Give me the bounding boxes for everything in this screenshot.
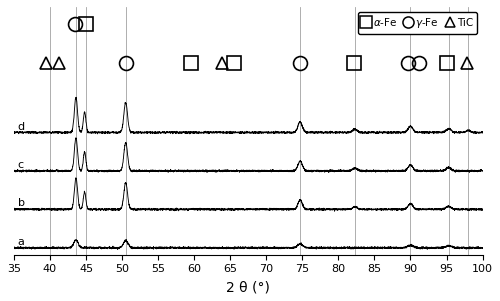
Text: d: d bbox=[18, 122, 24, 132]
Legend: $\alpha$-Fe, $\gamma$-Fe, TiC: $\alpha$-Fe, $\gamma$-Fe, TiC bbox=[358, 12, 478, 35]
X-axis label: 2 θ (°): 2 θ (°) bbox=[226, 280, 270, 294]
Text: b: b bbox=[18, 198, 24, 209]
Text: c: c bbox=[18, 160, 24, 170]
Text: a: a bbox=[18, 237, 24, 247]
